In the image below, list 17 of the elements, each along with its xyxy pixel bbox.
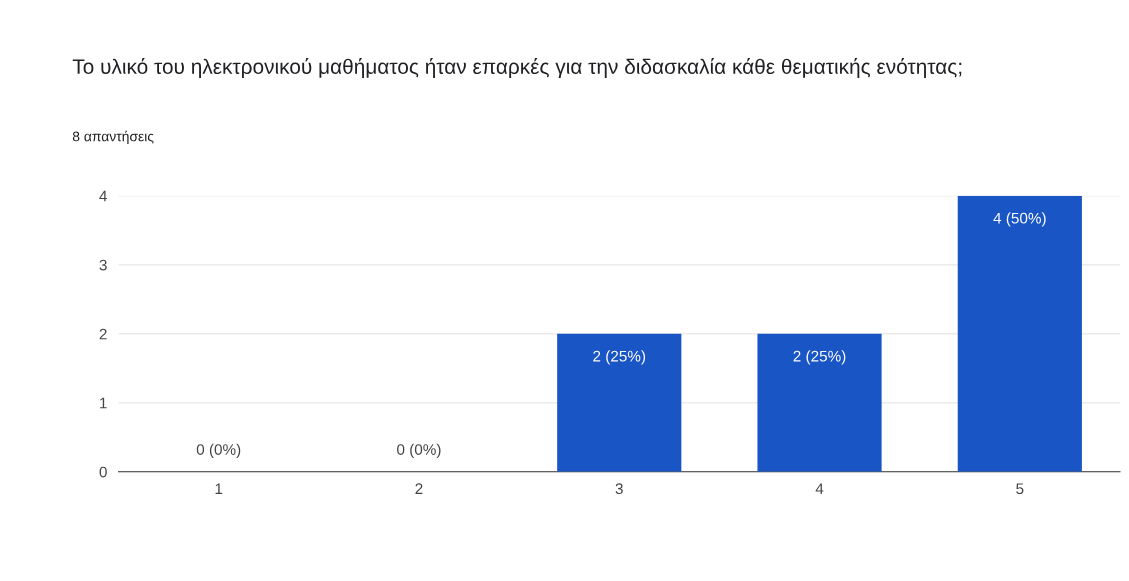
x-tick-label: 4	[815, 483, 824, 494]
data-label: 2 (25%)	[793, 350, 846, 365]
data-label: 0 (0%)	[196, 443, 241, 458]
x-tick-label: 2	[415, 483, 423, 494]
x-tick-label: 3	[615, 483, 623, 495]
chart-subtitle: 8 απαντήσεις	[72, 130, 154, 145]
y-tick-label: 3	[99, 259, 107, 271]
data-label: 2 (25%)	[593, 350, 646, 365]
chart-title: Το υλικό του ηλεκτρονικού μαθήματος ήταν επαρκές για την διδασκαλία κάθε θεματικής ενότητας;	[72, 58, 962, 79]
x-tick-label: 1	[215, 483, 223, 494]
data-label: 0 (0%)	[397, 443, 441, 458]
y-tick-label: 4	[99, 190, 107, 202]
y-tick-label: 1	[100, 397, 107, 409]
data-label: 4 (50%)	[993, 212, 1046, 227]
y-tick-label: 2	[99, 328, 107, 340]
y-tick-label: 0	[99, 466, 107, 478]
x-tick-label: 5	[1016, 483, 1024, 495]
